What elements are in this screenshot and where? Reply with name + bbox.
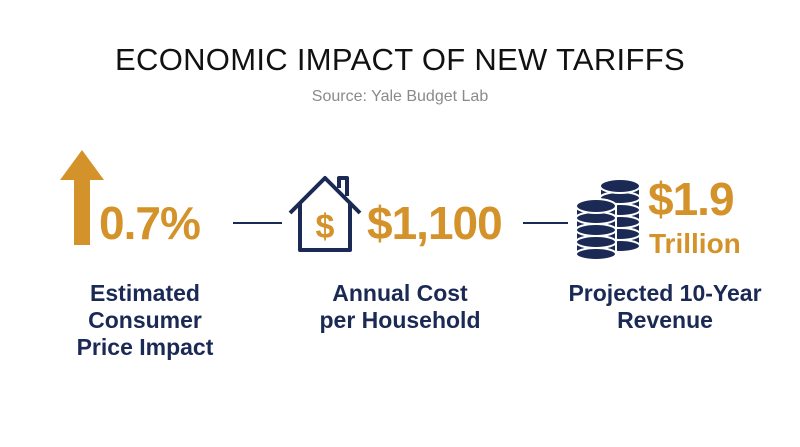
- title: ECONOMIC IMPACT OF NEW TARIFFS: [115, 42, 685, 77]
- label-line: per Household: [319, 307, 481, 333]
- dollar-icon: $: [316, 208, 335, 246]
- stat-label: Projected 10-Year Revenue: [550, 280, 780, 334]
- stat-value: 0.7%: [99, 197, 201, 249]
- house-icon: [288, 176, 362, 252]
- stat-label: Estimated Consumer Price Impact: [45, 280, 245, 361]
- label-line: Revenue: [617, 307, 713, 333]
- stat-value: $1,100: [367, 197, 503, 249]
- up-arrow-icon: [60, 150, 104, 245]
- label-line: Price Impact: [76, 334, 214, 360]
- label-line: Annual Cost: [332, 280, 468, 306]
- stat-label: Annual Cost per Household: [300, 280, 500, 334]
- label-line: Projected 10-Year: [568, 280, 762, 306]
- label-line: Estimated: [90, 280, 200, 306]
- label-line: Consumer: [88, 307, 202, 333]
- stat-value: $1.9: [648, 173, 735, 225]
- stat-unit: Trillion: [649, 228, 741, 259]
- coins-icon: [575, 178, 641, 261]
- source: Source: Yale Budget Lab: [311, 88, 489, 105]
